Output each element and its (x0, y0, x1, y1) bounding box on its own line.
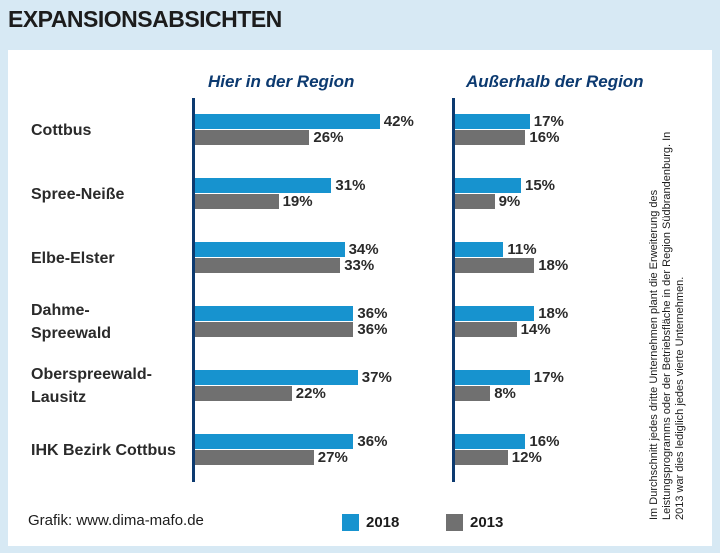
bar-outside-2018 (455, 242, 504, 257)
category-label-line: Oberspreewald- (31, 366, 152, 383)
value-label-region-2013: 27% (317, 449, 348, 466)
value-label-region-2013: 33% (344, 257, 375, 274)
value-label-region-2013: 26% (313, 129, 344, 146)
chart-panel (8, 50, 712, 546)
value-label-outside-2013: 14% (520, 321, 551, 338)
bar-outside-2013 (455, 450, 508, 465)
bar-outside-2018 (455, 306, 535, 321)
bar-region-2013 (195, 450, 314, 465)
title-bar: EXPANSIONSABSICHTEN (0, 0, 720, 38)
bar-outside-2013 (455, 322, 517, 337)
value-label-outside-2013: 16% (529, 129, 560, 146)
value-label-region-2013: 19% (282, 193, 313, 210)
value-label-outside-2013: 12% (511, 449, 542, 466)
legend-swatch-2013 (446, 514, 463, 531)
value-label-outside-2018: 17% (533, 113, 564, 130)
bar-region-2018 (195, 114, 380, 129)
value-label-region-2018: 31% (335, 177, 366, 194)
panel-header-region: Hier in der Region (208, 72, 355, 91)
category-label-line: Dahme- (31, 302, 90, 319)
value-label-region-2018: 42% (383, 113, 414, 130)
bar-outside-2018 (455, 434, 526, 449)
legend-label-2013: 2013 (470, 514, 504, 531)
bar-outside-2013 (455, 194, 495, 209)
category-label: Elbe-Elster (31, 247, 196, 270)
value-label-outside-2018: 16% (529, 433, 560, 450)
bar-outside-2018 (455, 178, 521, 193)
category-label: Cottbus (31, 119, 196, 142)
category-label: Dahme- Spreewald (31, 299, 196, 345)
bar-region-2018 (195, 370, 358, 385)
value-label-region-2018: 36% (357, 433, 388, 450)
value-label-outside-2018: 11% (507, 241, 537, 258)
legend-swatch-2018 (342, 514, 359, 531)
bar-outside-2013 (455, 386, 491, 401)
bar-region-2018 (195, 434, 354, 449)
value-label-region-2013: 36% (357, 321, 388, 338)
category-label: Oberspreewald- Lausitz (31, 363, 196, 409)
bar-region-2013 (195, 258, 341, 273)
category-label-line: Elbe-Elster (31, 249, 115, 267)
value-label-region-2018: 34% (348, 241, 379, 258)
bar-region-2013 (195, 194, 279, 209)
value-label-outside-2013: 9% (498, 193, 521, 210)
category-label-line: IHK Bezirk Cottbus (31, 441, 176, 459)
value-label-outside-2018: 15% (525, 177, 556, 194)
value-label-outside-2018: 17% (533, 369, 564, 386)
bar-region-2018 (195, 242, 345, 257)
category-label-line: Spree-Neiße (31, 185, 125, 203)
bar-region-2013 (195, 386, 292, 401)
side-note: Im Durchschnitt jedes dritte Unternehmen… (648, 131, 686, 520)
panel-header-outside: Außerhalb der Region (466, 72, 644, 91)
bar-region-2018 (195, 306, 354, 321)
value-label-outside-2018: 18% (538, 305, 569, 322)
bar-outside-2018 (455, 370, 530, 385)
value-label-region-2013: 22% (295, 385, 326, 402)
bar-outside-2013 (455, 258, 535, 273)
axis-region (192, 98, 195, 482)
source-credit: Grafik: www.dima-mafo.de (28, 512, 204, 529)
axis-outside (452, 98, 455, 482)
bar-outside-2013 (455, 130, 526, 145)
value-label-outside-2013: 8% (494, 385, 516, 402)
bar-outside-2018 (455, 114, 530, 129)
category-label-line: Spreewald (31, 325, 112, 342)
chart-title: EXPANSIONSABSICHTEN (8, 6, 282, 32)
bar-region-2018 (195, 178, 332, 193)
category-label: Spree-Neiße (31, 183, 196, 206)
value-label-region-2018: 36% (357, 305, 388, 322)
bar-region-2013 (195, 322, 354, 337)
value-label-outside-2013: 18% (538, 257, 569, 274)
category-label-line: Cottbus (31, 121, 92, 139)
legend-label-2018: 2018 (366, 514, 400, 531)
category-label: IHK Bezirk Cottbus (31, 439, 196, 462)
bar-region-2013 (195, 130, 310, 145)
category-label-line: Lausitz (31, 389, 87, 406)
value-label-region-2018: 37% (361, 369, 392, 386)
